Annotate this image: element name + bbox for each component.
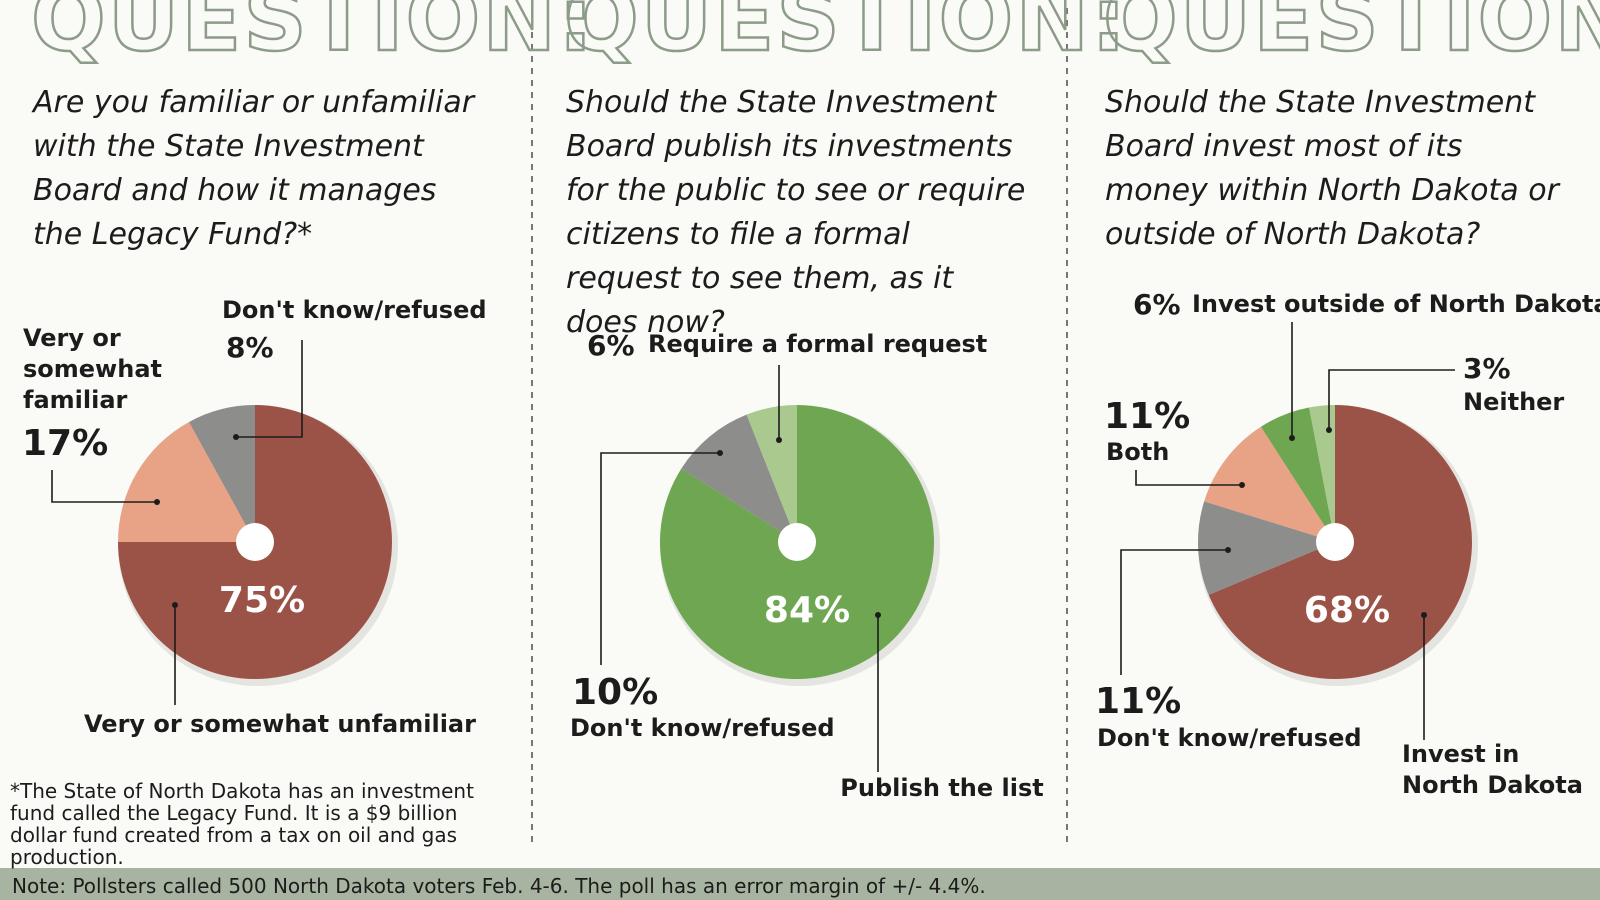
slice-label: Invest outside of North Dakota — [1192, 290, 1600, 318]
leader-dot — [1239, 482, 1245, 488]
slice-label: Publish the list — [840, 774, 1043, 802]
pie-slice — [1260, 407, 1335, 542]
value-label: 84% — [764, 590, 850, 631]
value-label: 11% — [1095, 681, 1181, 722]
slice-label: Require a formal request — [648, 330, 987, 358]
slice-label: Very or somewhat unfamiliar — [84, 710, 476, 738]
value-label: 68% — [1304, 590, 1390, 631]
leader-dot — [1225, 547, 1231, 553]
value-label: 17% — [22, 423, 108, 464]
value-label: 10% — [572, 672, 658, 713]
pie-slice — [1197, 501, 1335, 595]
slice-label: Don't know/refused — [1097, 724, 1362, 752]
question-text: Should the State Investment Board publish… — [566, 85, 1025, 340]
value-label: 3% — [1463, 352, 1511, 385]
slice-label: Invest in North Dakota — [1402, 740, 1583, 799]
leader-line — [1120, 549, 1228, 675]
question-heading: QUESTION: — [31, 0, 595, 71]
slice-label: Don't know/refused — [222, 296, 487, 324]
question-text: Are you familiar or unfamiliar with the S… — [31, 85, 476, 252]
leader-dot — [154, 499, 160, 505]
leader-dot — [776, 437, 782, 443]
value-label: 11% — [1104, 396, 1190, 437]
slice-label: Both — [1106, 438, 1169, 466]
leader-line — [51, 470, 157, 503]
question-heading: QUESTION: — [1103, 0, 1600, 71]
pie-slice — [1204, 426, 1335, 542]
slice-label: Don't know/refused — [570, 714, 835, 742]
value-label: 6% — [587, 329, 635, 362]
leader-dot — [1421, 612, 1427, 618]
pie-slice — [118, 421, 255, 542]
value-label: 75% — [219, 580, 305, 621]
question-text: Should the State Investment Board invest … — [1105, 85, 1561, 252]
pie-hole — [236, 523, 274, 561]
slice-label: Very or somewhat familiar — [23, 324, 162, 414]
leader-dot — [233, 434, 239, 440]
value-label: 8% — [226, 331, 274, 364]
question-heading: QUESTION: — [564, 0, 1128, 71]
leader-dot — [875, 612, 881, 618]
footnote: *The State of North Dakota has an invest… — [10, 779, 474, 869]
pie-slice — [746, 405, 797, 542]
leader-dot — [1289, 435, 1295, 441]
slice-label: Neither — [1463, 388, 1564, 416]
leader-dot — [172, 602, 178, 608]
leader-dot — [1326, 427, 1332, 433]
leader-dot — [717, 450, 723, 456]
leader-line — [1328, 369, 1455, 430]
note: Note: Pollsters called 500 North Dakota … — [12, 874, 986, 898]
pie-hole — [778, 523, 816, 561]
pie-slice — [681, 414, 797, 542]
pie-slice — [188, 405, 255, 542]
pie-hole — [1316, 523, 1354, 561]
pie-slice — [1309, 405, 1335, 542]
value-label: 6% — [1133, 288, 1181, 321]
leader-line — [1135, 470, 1242, 486]
note-bar — [0, 868, 1600, 900]
leader-line — [236, 340, 303, 438]
leader-line — [600, 452, 720, 665]
